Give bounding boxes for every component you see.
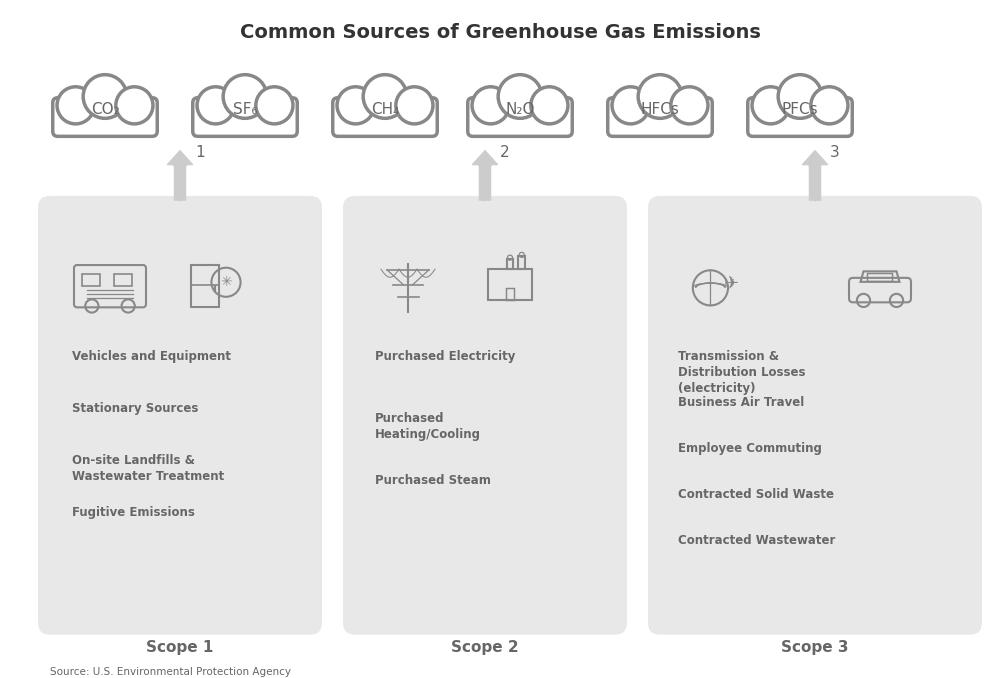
Circle shape: [498, 75, 542, 119]
Text: Employee Commuting: Employee Commuting: [678, 442, 822, 455]
Text: Purchased Electricity: Purchased Electricity: [375, 350, 515, 363]
Bar: [506, 288, 514, 300]
FancyBboxPatch shape: [748, 98, 852, 136]
Circle shape: [396, 87, 433, 124]
Circle shape: [223, 75, 267, 119]
FancyArrowPatch shape: [472, 151, 497, 200]
FancyBboxPatch shape: [38, 196, 322, 635]
Bar: [191, 266, 219, 307]
Text: Transmission &
Distribution Losses
(electricity): Transmission & Distribution Losses (elec…: [678, 350, 806, 395]
Text: 3: 3: [830, 145, 840, 161]
Text: Scope 1: Scope 1: [146, 640, 214, 655]
FancyBboxPatch shape: [193, 98, 297, 136]
Circle shape: [638, 75, 682, 119]
Text: 1: 1: [195, 145, 205, 161]
Bar: [82, 274, 100, 286]
Text: Fugitive Emissions: Fugitive Emissions: [72, 506, 195, 519]
Circle shape: [57, 87, 94, 124]
Text: PFCs: PFCs: [782, 102, 818, 117]
Circle shape: [363, 75, 407, 119]
FancyBboxPatch shape: [53, 98, 157, 136]
Text: CH₄: CH₄: [371, 102, 399, 117]
Circle shape: [337, 87, 374, 124]
Circle shape: [671, 87, 708, 124]
Text: N₂O: N₂O: [505, 102, 535, 117]
FancyBboxPatch shape: [468, 98, 572, 136]
Bar: [507, 259, 513, 269]
Circle shape: [531, 87, 568, 124]
Bar: [867, 273, 892, 281]
Text: Business Air Travel: Business Air Travel: [678, 396, 804, 409]
Bar: [114, 274, 132, 286]
Circle shape: [811, 87, 848, 124]
Bar: [488, 269, 532, 300]
FancyBboxPatch shape: [343, 196, 627, 635]
Bar: [518, 256, 525, 269]
FancyArrowPatch shape: [168, 151, 192, 200]
Text: Common Sources of Greenhouse Gas Emissions: Common Sources of Greenhouse Gas Emissio…: [240, 24, 760, 43]
Circle shape: [612, 87, 649, 124]
Text: Contracted Wastewater: Contracted Wastewater: [678, 534, 835, 546]
Circle shape: [116, 87, 153, 124]
FancyBboxPatch shape: [648, 196, 982, 635]
Text: On-site Landfills &
Wastewater Treatment: On-site Landfills & Wastewater Treatment: [72, 454, 224, 483]
Circle shape: [752, 87, 789, 124]
FancyBboxPatch shape: [333, 98, 437, 136]
Text: Source: U.S. Environmental Protection Agency: Source: U.S. Environmental Protection Ag…: [50, 666, 291, 677]
Text: HFCs: HFCs: [641, 102, 679, 117]
FancyBboxPatch shape: [608, 98, 712, 136]
Text: SF₆: SF₆: [233, 102, 257, 117]
FancyArrowPatch shape: [802, 151, 828, 200]
Circle shape: [256, 87, 293, 124]
Text: Scope 3: Scope 3: [781, 640, 849, 655]
Text: Purchased Steam: Purchased Steam: [375, 474, 491, 487]
Text: CO₂: CO₂: [91, 102, 119, 117]
Text: Purchased
Heating/Cooling: Purchased Heating/Cooling: [375, 412, 481, 441]
Text: ✳: ✳: [220, 275, 232, 290]
Circle shape: [778, 75, 822, 119]
Text: Scope 2: Scope 2: [451, 640, 519, 655]
Text: Stationary Sources: Stationary Sources: [72, 402, 198, 415]
Circle shape: [197, 87, 234, 124]
Text: 2: 2: [500, 145, 510, 161]
Text: ✈: ✈: [724, 276, 739, 294]
Circle shape: [83, 75, 127, 119]
Circle shape: [472, 87, 509, 124]
Text: Contracted Solid Waste: Contracted Solid Waste: [678, 487, 834, 501]
Text: Vehicles and Equipment: Vehicles and Equipment: [72, 350, 231, 363]
